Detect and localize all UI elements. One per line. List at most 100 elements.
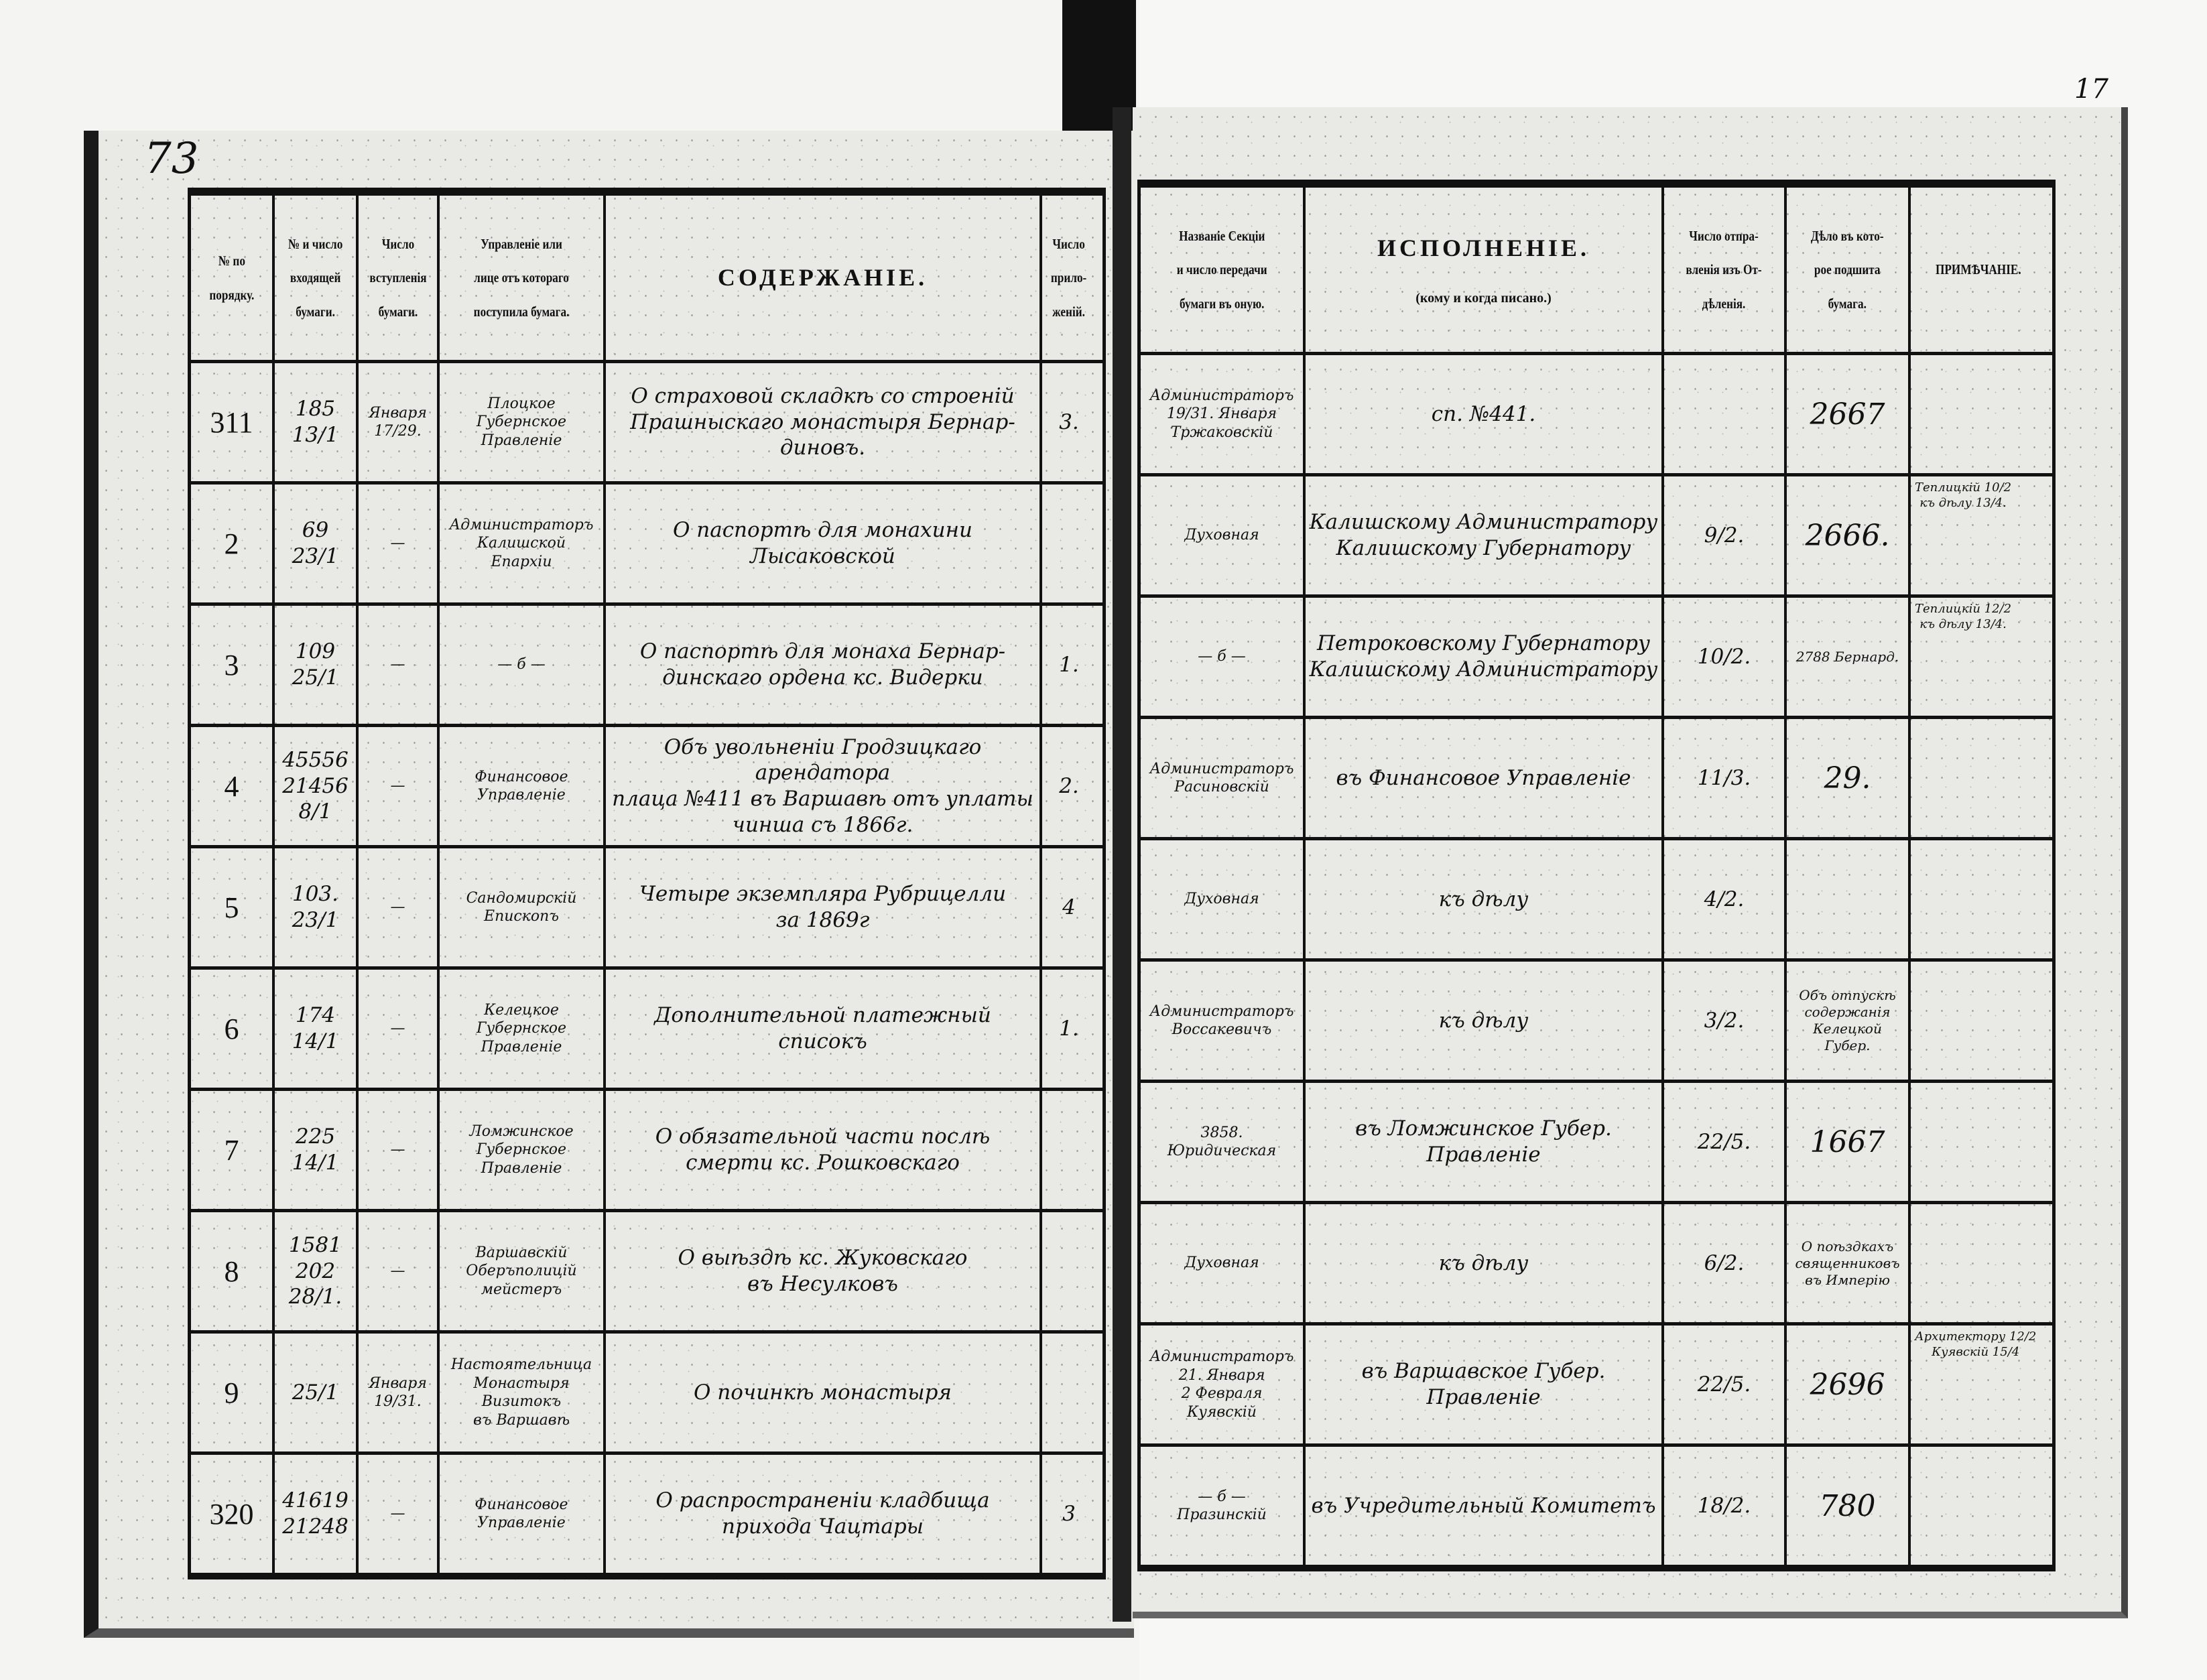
cell-note [1911, 1447, 2045, 1565]
cell-no: 320 [191, 1455, 275, 1573]
cell-incoming: 41619 21248 [275, 1455, 359, 1573]
header-attachments: Число прило- женій. [1042, 196, 1096, 360]
cell-entry-date: Января 17/29. [359, 363, 440, 481]
header-label: Названіе Секціи и число передачи бумаги … [1176, 227, 1267, 312]
cell-attachments: 1. [1059, 652, 1079, 677]
header-label: Число отпра- вленія изъ От- дѣленія. [1686, 227, 1763, 312]
cell-execution: Петроковскому Губернатору Калишскому Адм… [1306, 598, 1664, 716]
cell-content: О починкѣ монастыря [606, 1334, 1042, 1451]
cell-sender: Настоятельница Монастыря Визитокъ въ Вар… [440, 1334, 606, 1451]
cell-attachments: 2. [1059, 773, 1079, 798]
cell-case: 780 [1787, 1447, 1911, 1565]
header-label: Управленіе или лице отъ котораго поступи… [473, 235, 570, 320]
table-row: 6 174 14/1— Келецкое Губернское Правленіе Д… [191, 970, 1102, 1091]
cell-sent: 4/2. [1664, 840, 1787, 958]
cell-sent: 18/2. [1664, 1447, 1787, 1565]
incoming-register-table: № по порядку. № и число входящей бумаги.… [188, 188, 1106, 1579]
table-row: Духовная къ дѣлу 6/2. О поѣздкахъ священник… [1141, 1204, 2052, 1326]
cell-attachments [1042, 1334, 1096, 1451]
left-page-number: 73 [144, 134, 199, 184]
header-section: Названіе Секціи и число передачи бумаги … [1141, 188, 1306, 352]
header-label: ПРИМѢЧАНІЕ. [1935, 261, 2021, 278]
right-page [1133, 107, 2128, 1618]
cell-content: О паспортѣ для монахини Лысаковской [606, 484, 1042, 602]
header-sender: Управленіе или лице отъ котораго поступи… [440, 196, 606, 360]
cell-attachments: 3 [1062, 1501, 1076, 1526]
cell-content: Объ увольненіи Гродзицкаго арендатора пл… [606, 727, 1042, 845]
table-row: — б — Петроковскому Губернатору Калишском… [1141, 598, 2052, 719]
cell-execution: сп. №441. [1306, 355, 1664, 473]
cell-sender: Варшавскій Оберъполицiй мейстеръ [440, 1212, 606, 1330]
table-row: 3858. Юридическая въ Ломжинское Губер. Пр… [1141, 1083, 2052, 1204]
header-label: № и число входящей бумаги. [288, 235, 343, 320]
table-header-row: Названіе Секціи и число передачи бумаги … [1141, 188, 2052, 355]
table-row: 311 185 13/1 Января 17/29. Плоцкое Губернск… [191, 363, 1102, 484]
cell-sent: 3/2. [1664, 962, 1787, 1080]
cell-execution: Калишскому Администратору Калишскому Губ… [1306, 476, 1664, 594]
table-row: 2 69 23/1— Администраторъ Калишской Епархі… [191, 484, 1102, 606]
table-row: — б — Празинскій въ Учредительный Комитет… [1141, 1447, 2052, 1568]
cell-note [1911, 962, 2045, 1080]
cell-no: 4 [191, 727, 275, 845]
header-label: Число прило- женій. [1051, 235, 1087, 320]
header-label: СОДЕРЖАНІЕ. [717, 264, 928, 291]
table-row: Администраторъ 19/31. Января Тржаковскій… [1141, 355, 2052, 476]
cell-content: О выѣздѣ кс. Жуковскаго въ Несулковъ [606, 1212, 1042, 1330]
cell-note: Архитектору 12/2 Куявскій 15/4 [1915, 1330, 2037, 1359]
cell-execution: въ Ломжинское Губер. Правленіе [1306, 1083, 1664, 1201]
cell-entry-date: — [359, 1455, 440, 1573]
cell-entry-date: — [359, 727, 440, 845]
cell-section: Духовная [1141, 476, 1306, 594]
cell-note [1911, 355, 2045, 473]
cell-sent: 10/2. [1664, 598, 1787, 716]
cell-no: 311 [191, 363, 275, 481]
cell-sender: Ломжинское Губернское Правленіе [440, 1091, 606, 1209]
header-number: № по порядку. [191, 196, 275, 360]
header-label: № по порядку. [208, 253, 255, 303]
cell-section: Администраторъ Воссакевичъ [1141, 962, 1306, 1080]
cell-attachments [1042, 484, 1096, 602]
cell-case: Объ отпускѣ содержанія Келецкой Губер. [1787, 962, 1911, 1080]
cell-section: Духовная [1141, 1204, 1306, 1322]
cell-section: Администраторъ 21. Января 2 Февраля Куяв… [1141, 1326, 1306, 1443]
cell-execution: къ дѣлу [1306, 1204, 1664, 1322]
cell-incoming: 25/1 [275, 1334, 359, 1451]
cell-case: 29. [1787, 719, 1911, 837]
cell-no: 2 [191, 484, 275, 602]
cell-execution: въ Финансовое Управленіе [1306, 719, 1664, 837]
cell-case: 2696 [1787, 1326, 1911, 1443]
table-row: 320 41619 21248— Финансовое Управленіе О ра… [191, 1455, 1102, 1576]
cell-content: О распространеніи кладбища прихода Чацта… [606, 1455, 1042, 1573]
cell-note: Теплицкій 12/2 къ дѣлу 13/4. [1915, 602, 2012, 631]
header-note: ПРИМѢЧАНІЕ. [1911, 188, 2045, 352]
cell-section: Администраторъ Расиновскій [1141, 719, 1306, 837]
cell-no: 6 [191, 970, 275, 1088]
header-label: ИСПОЛНЕНІЕ. [1377, 234, 1590, 261]
cell-attachments [1042, 1212, 1096, 1330]
cell-incoming: 185 13/1 [275, 363, 359, 481]
cell-section: 3858. Юридическая [1141, 1083, 1306, 1201]
cell-case: 1667 [1787, 1083, 1911, 1201]
table-row: Администраторъ 21. Января 2 Февраля Куяв… [1141, 1326, 2052, 1447]
header-execution: ИСПОЛНЕНІЕ. (кому и когда писано.) [1306, 188, 1664, 352]
header-label: Дѣло въ кото- рое подшита бумага. [1811, 227, 1884, 312]
table-row: 8 1581 202 28/1. — Варшавскій Оберъполицiй … [191, 1212, 1102, 1334]
cell-sender: — б — [440, 606, 606, 724]
cell-entry-date: — [359, 1091, 440, 1209]
left-page [84, 131, 1134, 1638]
cell-incoming: 45556 21456 8/1 [275, 727, 359, 845]
cell-incoming: 103. 23/1 [275, 848, 359, 966]
cell-note [1911, 840, 2045, 958]
table-row: Администраторъ Воссакевичъ къ дѣлу 3/2. Объ… [1141, 962, 2052, 1083]
cell-content: Дополнительной платежный списокъ [606, 970, 1042, 1088]
cell-entry-date: — [359, 970, 440, 1088]
cell-incoming: 174 14/1 [275, 970, 359, 1088]
cell-sent: 6/2. [1664, 1204, 1787, 1322]
cell-incoming: 109 25/1 [275, 606, 359, 724]
header-entry-date: Число вступленія бумаги. [359, 196, 440, 360]
cell-entry-date: — [359, 484, 440, 602]
table-row: 5 103. 23/1— Сандомирскій Епископъ Четыре э… [191, 848, 1102, 970]
table-row: 9 25/1 Января 19/31. Настоятельница Монасты… [191, 1334, 1102, 1455]
header-sublabel: (кому и когда писано.) [1415, 290, 1552, 306]
table-row: 4 45556 21456 8/1— Финансовое Управленіе Об… [191, 727, 1102, 848]
